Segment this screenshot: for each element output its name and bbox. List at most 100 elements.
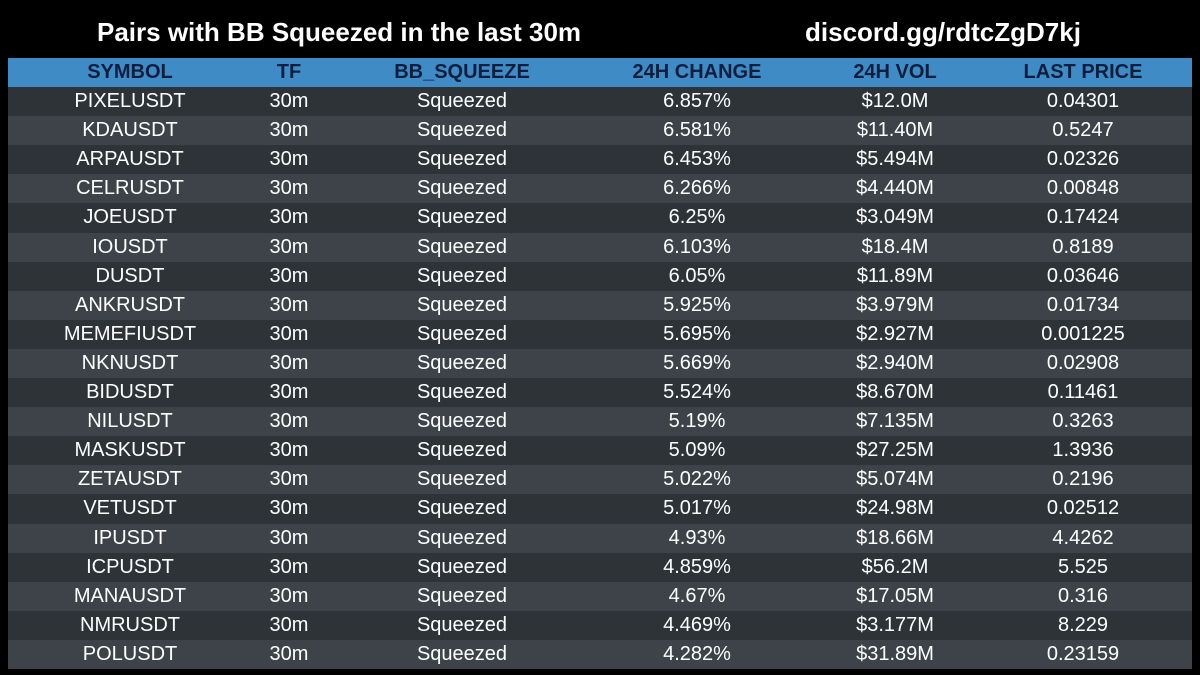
cell-24h-vol: $5.074M	[856, 468, 934, 491]
cell-24h-change: 6.103%	[663, 235, 731, 258]
cell-tf: 30m	[269, 555, 309, 578]
cell-symbol: MEMEFIUSDT	[63, 322, 197, 345]
table-row: ICPUSDT 30m Squeezed 4.859% $56.2M 5.525	[8, 552, 1192, 582]
cell-24h-change: 6.857%	[663, 90, 731, 112]
discord-link[interactable]: discord.gg/rdtcZgD7kj	[805, 17, 1081, 47]
table-row: IPUSDT 30m Squeezed 4.93% $18.66M 4.4262	[8, 523, 1192, 553]
cell-tf: 30m	[269, 293, 309, 316]
cell-24h-vol: $11.40M	[856, 119, 934, 142]
cell-symbol: NILUSDT	[87, 410, 173, 433]
table-row: PIXELUSDT 30m Squeezed 6.857% $12.0M 0.04301	[8, 87, 1192, 116]
cell-24h-vol: $7.135M	[856, 410, 934, 433]
cell-24h-vol: $31.89M	[856, 642, 934, 665]
cell-tf: 30m	[269, 148, 309, 171]
cell-24h-vol: $24.98M	[856, 497, 934, 520]
column-header-last-price: LAST PRICE	[1023, 61, 1143, 83]
cell-24h-change: 5.19%	[668, 410, 726, 433]
cell-tf: 30m	[269, 497, 309, 520]
cell-tf: 30m	[269, 90, 309, 112]
cell-24h-change: 5.925%	[663, 293, 731, 316]
table-row: NMRUSDT 30m Squeezed 4.469% $3.177M 8.229	[8, 610, 1192, 640]
cell-bb-squeeze: Squeezed	[416, 497, 508, 520]
cell-24h-change: 4.67%	[668, 584, 726, 607]
cell-symbol: ICPUSDT	[86, 555, 174, 578]
cell-24h-change: 5.669%	[663, 351, 731, 374]
cell-24h-vol: $8.670M	[856, 381, 934, 403]
cell-tf: 30m	[269, 322, 309, 345]
table-row: ARPAUSDT 30m Squeezed 6.453% $5.494M 0.02326	[8, 145, 1192, 175]
cell-24h-vol: $5.494M	[856, 148, 934, 171]
cell-symbol: DUSDT	[95, 264, 165, 287]
cell-tf: 30m	[269, 526, 309, 549]
cell-24h-vol: $27.25M	[856, 439, 934, 462]
cell-symbol: IOUSDT	[92, 235, 168, 258]
cell-tf: 30m	[269, 206, 309, 229]
cell-bb-squeeze: Squeezed	[416, 584, 508, 607]
cell-last-price: 0.11461	[1047, 381, 1119, 403]
cell-bb-squeeze: Squeezed	[416, 206, 508, 229]
cell-last-price: 0.17424	[1046, 206, 1120, 229]
cell-bb-squeeze: Squeezed	[416, 264, 508, 287]
cell-24h-change: 4.469%	[663, 613, 731, 636]
cell-24h-vol: $2.940M	[856, 351, 934, 374]
table-row: MASKUSDT 30m Squeezed 5.09% $27.25M 1.3936	[8, 436, 1192, 466]
cell-bb-squeeze: Squeezed	[416, 642, 508, 665]
cell-bb-squeeze: Squeezed	[416, 235, 508, 258]
cell-last-price: 0.001225	[1041, 322, 1125, 345]
cell-bb-squeeze: Squeezed	[416, 293, 508, 316]
cell-symbol: NKNUSDT	[81, 351, 179, 374]
cell-last-price: 0.3263	[1052, 410, 1114, 433]
cell-tf: 30m	[269, 119, 309, 142]
table-row: IOUSDT 30m Squeezed 6.103% $18.4M 0.8189	[8, 232, 1192, 262]
cell-bb-squeeze: Squeezed	[416, 90, 508, 112]
cell-bb-squeeze: Squeezed	[416, 177, 508, 200]
page-title: Pairs with BB Squeezed in the last 30m	[97, 17, 582, 47]
cell-last-price: 0.02326	[1046, 148, 1120, 171]
table-row: BIDUSDT 30m Squeezed 5.524% $8.670M 0.11461	[8, 378, 1192, 407]
table-row: MANAUSDT 30m Squeezed 4.67% $17.05M 0.316	[8, 581, 1192, 611]
cell-24h-vol: $56.2M	[861, 555, 929, 578]
cell-24h-change: 5.022%	[663, 468, 731, 491]
table-row: DUSDT 30m Squeezed 6.05% $11.89M 0.03646	[8, 261, 1192, 291]
cell-last-price: 0.03646	[1046, 264, 1120, 287]
cell-bb-squeeze: Squeezed	[416, 526, 508, 549]
column-header-tf: TF	[276, 61, 302, 83]
table-header-row: SYMBOL TF BB_SQUEEZE 24H CHANGE 24H VOL …	[8, 58, 1192, 87]
cell-tf: 30m	[269, 235, 309, 258]
cell-24h-vol: $4.440M	[856, 177, 934, 200]
table-row: MEMEFIUSDT 30m Squeezed 5.695% $2.927M 0.0012…	[8, 319, 1192, 349]
cell-last-price: 1.3936	[1052, 439, 1114, 462]
cell-tf: 30m	[269, 410, 309, 433]
cell-bb-squeeze: Squeezed	[416, 148, 508, 171]
cell-last-price: 4.4262	[1052, 526, 1114, 549]
cell-symbol: NMRUSDT	[80, 613, 180, 636]
cell-symbol: CELRUSDT	[76, 177, 184, 200]
table-row: KDAUSDT 30m Squeezed 6.581% $11.40M 0.5247	[8, 116, 1192, 146]
cell-symbol: BIDUSDT	[86, 381, 174, 403]
cell-24h-change: 4.282%	[663, 642, 731, 665]
cell-24h-change: 4.93%	[668, 526, 726, 549]
cell-symbol: VETUSDT	[83, 497, 177, 520]
cell-last-price: 0.02512	[1046, 497, 1120, 520]
cell-last-price: 0.23159	[1046, 642, 1120, 665]
cell-last-price: 0.02908	[1046, 351, 1120, 374]
cell-24h-vol: $18.66M	[856, 526, 934, 549]
cell-bb-squeeze: Squeezed	[416, 381, 508, 403]
column-header-bb-squeeze: BB_SQUEEZE	[394, 61, 530, 83]
table-row: ANKRUSDT 30m Squeezed 5.925% $3.979M 0.01734	[8, 290, 1192, 320]
cell-bb-squeeze: Squeezed	[416, 410, 508, 433]
cell-24h-vol: $18.4M	[861, 235, 929, 258]
cell-symbol: MASKUSDT	[74, 439, 186, 462]
cell-last-price: 0.01734	[1046, 293, 1120, 316]
cell-tf: 30m	[269, 468, 309, 491]
cell-symbol: ZETAUSDT	[77, 468, 183, 491]
cell-symbol: IPUSDT	[93, 526, 167, 549]
cell-tf: 30m	[269, 439, 309, 462]
cell-symbol: KDAUSDT	[82, 119, 178, 142]
cell-bb-squeeze: Squeezed	[416, 119, 508, 142]
cell-24h-vol: $3.049M	[856, 206, 934, 229]
cell-24h-change: 6.05%	[668, 264, 726, 287]
table-row: CELRUSDT 30m Squeezed 6.266% $4.440M 0.00848	[8, 174, 1192, 204]
table-row: NILUSDT 30m Squeezed 5.19% $7.135M 0.3263	[8, 407, 1192, 437]
